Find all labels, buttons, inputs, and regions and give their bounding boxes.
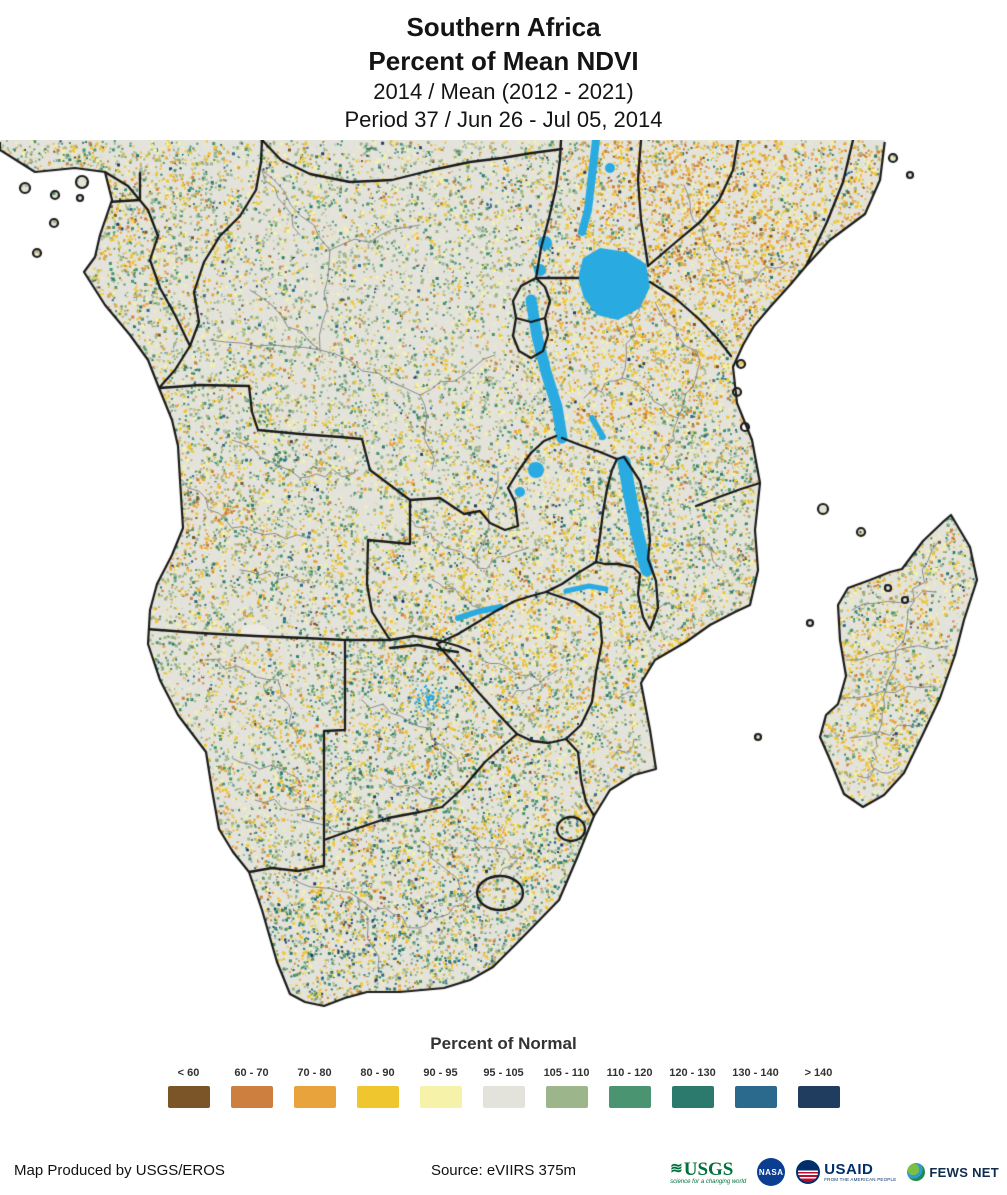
legend-class-label: 105 - 110 xyxy=(543,1067,590,1079)
legend-class-swatch xyxy=(671,1086,714,1108)
legend-class-0: < 60 xyxy=(167,1067,210,1108)
fewsnet-globe-icon xyxy=(907,1163,926,1181)
legend-class-swatch xyxy=(545,1086,588,1108)
legend-class-3: 80 - 90 xyxy=(356,1067,399,1108)
legend-class-9: 130 - 140 xyxy=(732,1067,779,1108)
usgs-tagline: science for a changing world xyxy=(670,1178,747,1185)
legend-class-swatch xyxy=(482,1086,525,1108)
usgs-logo-text: USGS xyxy=(683,1158,734,1180)
usaid-logo: USAID FROM THE AMERICAN PEOPLE xyxy=(796,1160,896,1184)
region-title: Southern Africa xyxy=(406,12,601,42)
legend-class-1: 60 - 70 xyxy=(230,1067,273,1108)
legend-class-label: < 60 xyxy=(177,1067,200,1079)
legend-class-label: 110 - 120 xyxy=(606,1067,653,1079)
fewsnet-logo: FEWS NET xyxy=(907,1163,999,1181)
nasa-meatball-icon: NASA xyxy=(757,1158,786,1186)
legend-class-swatch xyxy=(608,1086,651,1108)
legend-class-label: 60 - 70 xyxy=(234,1067,269,1079)
legend-class-6: 105 - 110 xyxy=(543,1067,590,1108)
logo-strip: ≋ USGS science for a changing world NASA… xyxy=(670,1152,999,1192)
nasa-logo: NASA xyxy=(757,1158,786,1186)
usgs-logo: ≋ USGS science for a changing world xyxy=(670,1160,746,1185)
usaid-tagline: FROM THE AMERICAN PEOPLE xyxy=(824,1176,897,1182)
legend-class-label: 90 - 95 xyxy=(423,1067,458,1079)
producer-credit: Map Produced by USGS/EROS xyxy=(14,1162,225,1179)
legend-class-10: > 140 xyxy=(797,1067,840,1108)
legend-class-label: > 140 xyxy=(804,1067,833,1079)
map-footer: Map Produced by USGS/EROS Source: eVIIRS… xyxy=(0,1148,1007,1195)
legend-class-8: 120 - 130 xyxy=(669,1067,716,1108)
legend-class-label: 130 - 140 xyxy=(732,1067,779,1079)
map-legend: Percent of Normal < 60 60 - 70 70 - 80 80 -… xyxy=(0,1034,1007,1108)
legend-class-2: 70 - 80 xyxy=(293,1067,336,1108)
legend-class-swatch xyxy=(167,1086,210,1108)
legend-class-label: 80 - 90 xyxy=(360,1067,395,1079)
legend-class-label: 95 - 105 xyxy=(483,1067,524,1079)
usgs-wave-icon: ≋ xyxy=(670,1160,683,1177)
legend-classes-row: < 60 60 - 70 70 - 80 80 - 90 90 - 95 95 - 105… xyxy=(0,1067,1007,1108)
map-header: Southern Africa Percent of Mean NDVI 201… xyxy=(0,10,1007,134)
usaid-seal-icon xyxy=(796,1160,821,1184)
ratio-subtitle: 2014 / Mean (2012 - 2021) xyxy=(373,79,634,104)
usaid-logo-text: USAID xyxy=(824,1160,874,1178)
legend-class-swatch xyxy=(419,1086,462,1108)
legend-class-7: 110 - 120 xyxy=(606,1067,653,1108)
map-container xyxy=(0,140,1007,1020)
legend-class-label: 120 - 130 xyxy=(669,1067,716,1079)
legend-class-swatch xyxy=(734,1086,777,1108)
legend-title: Percent of Normal xyxy=(430,1034,577,1053)
nasa-logo-text: NASA xyxy=(758,1167,784,1177)
fewsnet-logo-text: FEWS NET xyxy=(929,1164,999,1180)
period-subtitle: Period 37 / Jun 26 - Jul 05, 2014 xyxy=(344,107,663,132)
ndvi-map-canvas xyxy=(0,140,1007,1020)
legend-class-swatch xyxy=(797,1086,840,1108)
legend-class-4: 90 - 95 xyxy=(419,1067,462,1108)
product-title: Percent of Mean NDVI xyxy=(368,46,639,76)
legend-class-swatch xyxy=(293,1086,336,1108)
legend-class-swatch xyxy=(356,1086,399,1108)
legend-class-swatch xyxy=(230,1086,273,1108)
legend-class-5: 95 - 105 xyxy=(482,1067,525,1108)
legend-class-label: 70 - 80 xyxy=(297,1067,332,1079)
data-source: Source: eVIIRS 375m xyxy=(430,1162,577,1179)
